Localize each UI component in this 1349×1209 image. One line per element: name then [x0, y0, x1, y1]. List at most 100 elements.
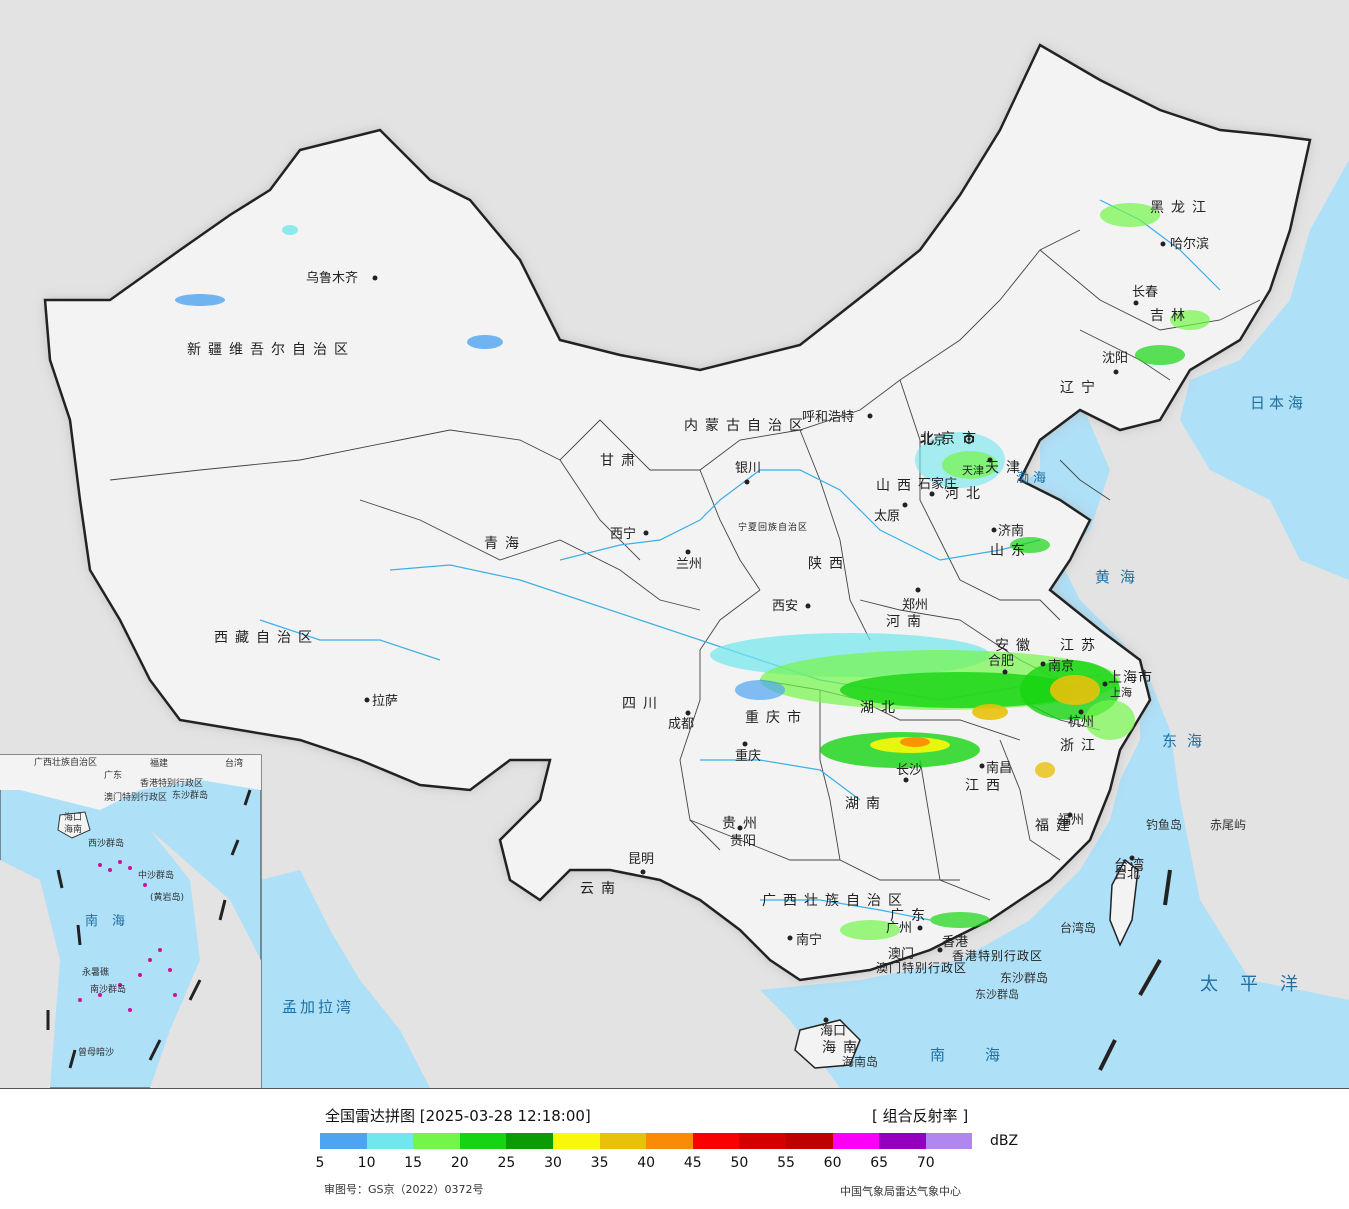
inset-label: 曾母暗沙 [78, 1046, 114, 1058]
inset-label: 永暑礁 [82, 966, 109, 978]
island-label: 台湾岛 [1060, 920, 1096, 935]
province-label: 山东 [990, 543, 1032, 559]
city-label: 广州 [886, 921, 912, 936]
scale-tick-label: 65 [870, 1155, 889, 1171]
color-swatch [692, 1133, 740, 1149]
inset-label: 澳门特别行政区 [104, 791, 167, 803]
island-labels: 钓鱼岛 赤尾屿 台湾岛 海南岛 东沙群岛 东沙群岛 [842, 817, 1246, 1069]
city-label: 石家庄 [918, 476, 957, 492]
inset-label: 香港特别行政区 [140, 777, 203, 789]
scale-tick-label: 55 [777, 1155, 795, 1171]
color-swatch [785, 1133, 833, 1149]
city-label: 沈阳 [1102, 351, 1128, 366]
province-label: 澳门特别行政区 [876, 960, 967, 975]
legend-title: 全国雷达拼图 [2025-03-28 12:18:00] [325, 1107, 591, 1125]
city-markers [364, 241, 1166, 1023]
province-label: 北京市 [920, 430, 983, 447]
organization-name: 中国气象局雷达气象中心 [840, 1185, 961, 1198]
province-label: 青海 [484, 536, 526, 552]
scale-ticks: 5 10 15 20 25 30 35 40 45 50 55 60 65 70 [300, 1155, 1000, 1175]
sea-label: 东海 [1162, 732, 1212, 750]
province-label: 四川 [622, 696, 664, 712]
city-label: 香港 [942, 935, 968, 950]
city-label: 昆明 [628, 852, 654, 867]
color-swatch [506, 1133, 553, 1149]
city-label: 澳门 [888, 946, 914, 962]
scale-tick-label: 25 [497, 1155, 516, 1171]
scale-tick-label: 60 [823, 1155, 842, 1171]
province-label: 新疆维吾尔自治区 [187, 342, 355, 358]
province-label: 天津 [985, 460, 1027, 476]
unit-label: dBZ [990, 1133, 1019, 1149]
inset-label: 广西壮族自治区 [34, 756, 97, 768]
province-label: 山西 [876, 478, 918, 494]
city-label: 南昌 [986, 760, 1012, 776]
city-label: 长沙 [896, 763, 922, 778]
province-label: 安徽 [995, 638, 1037, 654]
city-label: 拉萨 [372, 694, 398, 709]
sea-labels: 渤海 黄海 东海 日本海 南海 太平洋 孟加拉湾 [282, 394, 1320, 1064]
city-label: 太原 [874, 509, 900, 524]
inset-label: 东沙群岛 [172, 789, 208, 801]
city-label: 北京 [920, 433, 946, 448]
city-label: 西宁 [610, 526, 636, 542]
inset-label: 海口 [64, 811, 82, 823]
city-label: 南京 [1048, 658, 1074, 674]
province-label: 上海市 [1108, 669, 1153, 686]
scale-tick-label: 45 [683, 1155, 702, 1171]
province-label: 福建 [1035, 818, 1077, 834]
city-label: 乌鲁木齐 [306, 270, 358, 286]
province-label: 广西壮族自治区 [762, 893, 909, 909]
province-label: 内蒙古自治区 [684, 418, 810, 434]
south-china-sea-inset[interactable]: 广西壮族自治区 广东 福建 台湾 香港特别行政区 澳门特别行政区 海口 海南 东… [0, 754, 262, 1088]
sea-label: 孟加拉湾 [282, 998, 354, 1016]
province-label: 吉林 [1150, 308, 1192, 324]
island-label: 东沙群岛 [1000, 970, 1048, 985]
sea-label: 南海 [930, 1046, 1040, 1064]
inset-label: 南沙群岛 [90, 983, 126, 995]
province-label: 河南 [886, 614, 928, 630]
inset-label: 中沙群岛 [138, 869, 174, 881]
color-swatch [599, 1133, 647, 1149]
province-label: 江苏 [1060, 638, 1102, 654]
color-swatch [925, 1133, 973, 1149]
color-swatch [739, 1133, 786, 1149]
scale-tick-label: 30 [544, 1155, 562, 1171]
inset-label: (黄岩岛) [150, 891, 184, 903]
scale-tick-label: 10 [357, 1155, 376, 1171]
product-name: [ 组合反射率 ] [872, 1107, 969, 1125]
province-label: 云南 [580, 881, 622, 897]
inset-label: 南海 [85, 913, 139, 929]
scale-tick-label: 5 [315, 1155, 325, 1171]
inset-label: 西沙群岛 [88, 837, 124, 849]
city-label: 贵阳 [730, 834, 756, 849]
color-swatch [552, 1133, 600, 1149]
inset-label: 广东 [104, 769, 122, 781]
city-label: 银川 [735, 461, 761, 476]
color-swatch [459, 1133, 507, 1149]
sea-label: 黄海 [1095, 568, 1145, 586]
province-label: 重庆市 [745, 709, 808, 726]
city-label: 天津 [962, 464, 984, 477]
taiwan-island [1109, 858, 1139, 947]
province-label: 宁夏回族自治区 [738, 521, 808, 533]
sea-label: 渤海 [1016, 470, 1050, 486]
scale-tick-label: 50 [730, 1155, 749, 1171]
island-label: 海南岛 [842, 1054, 878, 1069]
city-label: 台北 [1114, 867, 1140, 882]
scale-tick-label: 40 [637, 1155, 656, 1171]
province-label: 辽宁 [1060, 379, 1102, 396]
city-label: 杭州 [1068, 715, 1094, 730]
city-label: 合肥 [988, 654, 1014, 669]
scale-tick-label: 20 [450, 1155, 469, 1171]
city-label: 哈尔滨 [1170, 236, 1209, 252]
city-label: 西安 [772, 599, 798, 614]
province-label: 香港特别行政区 [952, 948, 1043, 963]
radar-map[interactable]: 新疆维吾尔自治区 西藏自治区 青海 甘肃 内蒙古自治区 黑龙江 吉林 辽宁 河北… [0, 0, 1349, 1088]
province-labels: 新疆维吾尔自治区 西藏自治区 青海 甘肃 内蒙古自治区 黑龙江 吉林 辽宁 河北… [187, 200, 1206, 1056]
radar-echoes [175, 203, 1210, 940]
inset-label: 福建 [150, 757, 168, 769]
sea-label: 太平洋 [1200, 974, 1320, 995]
inset-label: 台湾 [225, 757, 243, 769]
province-label: 台湾 [1114, 857, 1146, 874]
